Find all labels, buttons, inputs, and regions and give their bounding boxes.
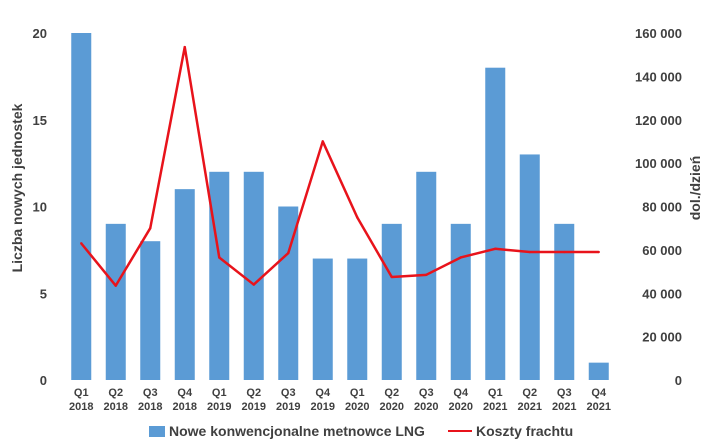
line-point xyxy=(252,283,255,286)
x-tick-label: Q4 2021 xyxy=(587,387,611,413)
line-point xyxy=(321,140,324,143)
line-point xyxy=(114,284,117,287)
x-tick-label: Q1 2021 xyxy=(483,387,507,413)
bar-series xyxy=(71,33,609,380)
legend-bar-swatch xyxy=(149,426,165,437)
left-tick-label: 20 xyxy=(33,26,47,41)
line-point xyxy=(149,226,152,230)
left-tick-label: 10 xyxy=(33,200,47,215)
line-point xyxy=(494,247,497,250)
bar xyxy=(554,223,575,380)
left-axis-ticks: 0 5 10 15 20 xyxy=(33,26,47,388)
x-tick-label: Q2 2021 xyxy=(518,387,542,413)
x-tick-label: Q4 2020 xyxy=(449,387,473,413)
line-point xyxy=(218,256,221,259)
line-point xyxy=(287,251,290,255)
bar xyxy=(140,241,161,380)
right-tick-label: 20 000 xyxy=(642,330,682,345)
x-tick-label: Q1 2018 xyxy=(69,387,93,413)
line-series xyxy=(80,45,600,287)
x-tick-label: Q2 2018 xyxy=(104,387,128,413)
x-tick-label: Q3 2018 xyxy=(138,387,162,413)
line-point xyxy=(425,273,428,277)
legend: Nowe konwencjonalne metnowce LNG Koszty … xyxy=(149,423,573,439)
x-axis-ticks: Q1 2018 Q2 2018 Q3 2018 Q4 2018 Q1 2019 Q2 2019 Q3 20… xyxy=(69,387,611,413)
left-tick-label: 15 xyxy=(33,113,47,128)
bar xyxy=(209,171,230,380)
right-tick-label: 0 xyxy=(675,373,682,388)
right-tick-label: 160 000 xyxy=(635,26,682,41)
line-point xyxy=(459,256,462,259)
bar xyxy=(485,67,506,380)
bar xyxy=(588,362,609,380)
legend-line-label: Koszty frachtu xyxy=(476,423,573,439)
x-tick-label: Q1 2019 xyxy=(207,387,231,413)
bar xyxy=(278,206,299,380)
x-tick-label: Q4 2019 xyxy=(311,387,335,413)
line-point xyxy=(390,275,393,279)
x-tick-label: Q3 2020 xyxy=(414,387,438,413)
left-tick-label: 0 xyxy=(40,373,47,388)
right-tick-label: 120 000 xyxy=(635,113,682,128)
line-point xyxy=(563,250,566,254)
line-point xyxy=(356,216,359,219)
bar xyxy=(105,223,126,380)
x-tick-label: Q3 2021 xyxy=(552,387,576,413)
bar xyxy=(347,258,368,380)
line-point xyxy=(183,45,186,49)
bar xyxy=(312,258,333,380)
line-point xyxy=(528,250,531,254)
x-tick-label: Q2 2019 xyxy=(242,387,266,413)
x-tick-label: Q2 2020 xyxy=(380,387,404,413)
left-tick-label: 5 xyxy=(40,286,47,301)
x-tick-label: Q1 2020 xyxy=(345,387,369,413)
x-tick-label: Q4 2018 xyxy=(173,387,197,413)
right-axis-title: dol./dzień xyxy=(687,156,703,221)
x-tick-label: Q3 2019 xyxy=(276,387,300,413)
line-point xyxy=(80,242,83,245)
bar xyxy=(243,171,264,380)
bar xyxy=(71,33,92,380)
bar xyxy=(174,189,195,380)
left-axis-title: Liczba nowych jednostek xyxy=(9,103,25,272)
bar xyxy=(519,154,540,380)
right-tick-label: 80 000 xyxy=(642,200,682,215)
bar xyxy=(450,223,471,380)
right-tick-label: 40 000 xyxy=(642,286,682,301)
right-tick-label: 60 000 xyxy=(642,243,682,258)
right-axis-ticks: 0 20 000 40 000 60 000 80 000 100 000 120 000 1… xyxy=(635,26,682,388)
right-tick-label: 140 000 xyxy=(635,69,682,84)
freight-cost-line xyxy=(80,45,599,287)
bar xyxy=(381,223,402,380)
right-tick-label: 100 000 xyxy=(635,156,682,171)
line-point xyxy=(597,250,600,254)
legend-bar-label: Nowe konwencjonalne metnowce LNG xyxy=(169,423,425,439)
